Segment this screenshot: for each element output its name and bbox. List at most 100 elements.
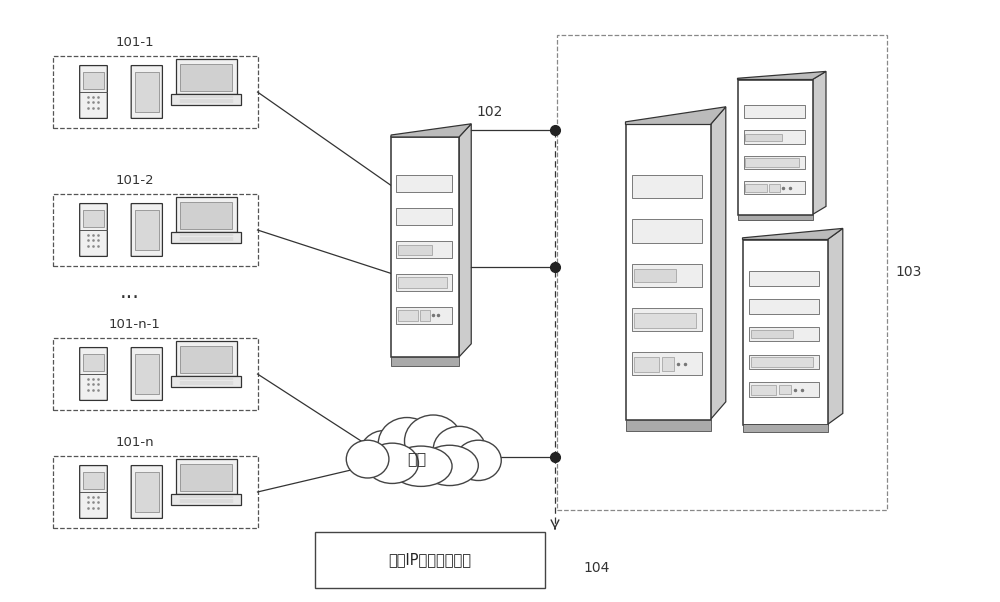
Bar xyxy=(171,232,241,243)
Bar xyxy=(634,357,659,372)
Bar xyxy=(745,184,767,192)
FancyBboxPatch shape xyxy=(80,347,107,400)
Bar xyxy=(662,357,674,371)
FancyBboxPatch shape xyxy=(80,66,107,119)
Bar xyxy=(749,382,819,397)
Bar xyxy=(135,473,159,512)
Text: 101-2: 101-2 xyxy=(115,174,154,187)
Bar xyxy=(751,358,813,367)
FancyBboxPatch shape xyxy=(131,66,162,119)
Bar xyxy=(396,175,452,192)
Ellipse shape xyxy=(421,445,478,486)
Bar xyxy=(420,310,430,321)
FancyBboxPatch shape xyxy=(80,203,107,256)
Bar xyxy=(634,312,696,327)
Bar xyxy=(176,459,237,494)
Bar xyxy=(180,202,232,229)
Bar xyxy=(135,355,159,394)
Ellipse shape xyxy=(433,426,486,473)
Bar xyxy=(83,210,104,227)
Ellipse shape xyxy=(390,446,452,486)
Bar xyxy=(396,241,452,258)
Bar xyxy=(557,34,887,509)
Bar xyxy=(745,134,782,141)
Bar xyxy=(632,175,702,198)
Bar xyxy=(749,272,819,286)
Polygon shape xyxy=(738,72,826,79)
Bar xyxy=(396,274,452,291)
Bar xyxy=(632,308,702,331)
Bar xyxy=(53,338,258,410)
Bar xyxy=(396,208,452,225)
Bar xyxy=(53,194,258,266)
Bar xyxy=(632,264,702,287)
Ellipse shape xyxy=(455,440,501,480)
Ellipse shape xyxy=(366,443,418,483)
Bar xyxy=(396,307,452,324)
Bar xyxy=(83,473,104,489)
Bar xyxy=(779,385,791,394)
Text: 网络: 网络 xyxy=(407,452,426,467)
FancyBboxPatch shape xyxy=(131,465,162,518)
Text: 103: 103 xyxy=(895,265,921,279)
Polygon shape xyxy=(459,124,471,357)
Bar xyxy=(742,240,828,424)
Bar xyxy=(176,59,237,94)
Ellipse shape xyxy=(404,415,462,467)
Bar xyxy=(176,341,237,376)
FancyBboxPatch shape xyxy=(131,203,162,256)
Bar xyxy=(742,424,828,432)
Bar xyxy=(398,245,432,255)
Polygon shape xyxy=(391,124,471,137)
Bar xyxy=(632,352,702,375)
Bar xyxy=(738,214,812,220)
Bar xyxy=(135,72,159,112)
Bar xyxy=(180,64,232,91)
Bar xyxy=(53,56,258,128)
Bar xyxy=(315,532,545,588)
Bar xyxy=(180,346,232,373)
Ellipse shape xyxy=(346,440,389,478)
Text: 102: 102 xyxy=(476,105,502,119)
Bar xyxy=(626,125,710,420)
Bar xyxy=(135,210,159,250)
Bar xyxy=(744,105,805,119)
Bar xyxy=(83,72,104,89)
FancyBboxPatch shape xyxy=(131,347,162,400)
Text: 101-1: 101-1 xyxy=(115,36,154,49)
Bar xyxy=(176,197,237,232)
Polygon shape xyxy=(626,107,726,125)
Bar xyxy=(749,299,819,314)
Ellipse shape xyxy=(378,418,436,470)
Polygon shape xyxy=(710,107,726,420)
FancyBboxPatch shape xyxy=(80,465,107,518)
Bar xyxy=(749,355,819,369)
Bar xyxy=(391,137,459,357)
Bar xyxy=(749,327,819,341)
Bar xyxy=(171,94,241,105)
Bar xyxy=(744,181,805,194)
Bar xyxy=(391,357,459,366)
Bar xyxy=(744,156,805,169)
Text: 代理IP地址识别装置: 代理IP地址识别装置 xyxy=(388,553,472,568)
Polygon shape xyxy=(828,228,843,424)
Bar xyxy=(745,158,799,167)
Bar xyxy=(744,131,805,144)
Text: 101-n: 101-n xyxy=(115,436,154,449)
Bar xyxy=(53,456,258,528)
Text: 104: 104 xyxy=(583,561,609,575)
Text: ···: ··· xyxy=(120,288,140,308)
Bar xyxy=(738,79,812,214)
Bar xyxy=(171,494,241,505)
Bar xyxy=(398,278,447,288)
Bar xyxy=(180,464,232,491)
Polygon shape xyxy=(812,72,826,214)
Ellipse shape xyxy=(359,430,409,479)
Text: 101-n-1: 101-n-1 xyxy=(109,318,160,331)
Polygon shape xyxy=(742,228,843,240)
Bar xyxy=(634,270,676,282)
Bar xyxy=(171,376,241,387)
Bar xyxy=(751,330,793,338)
Bar xyxy=(626,420,710,431)
Bar xyxy=(632,220,702,243)
